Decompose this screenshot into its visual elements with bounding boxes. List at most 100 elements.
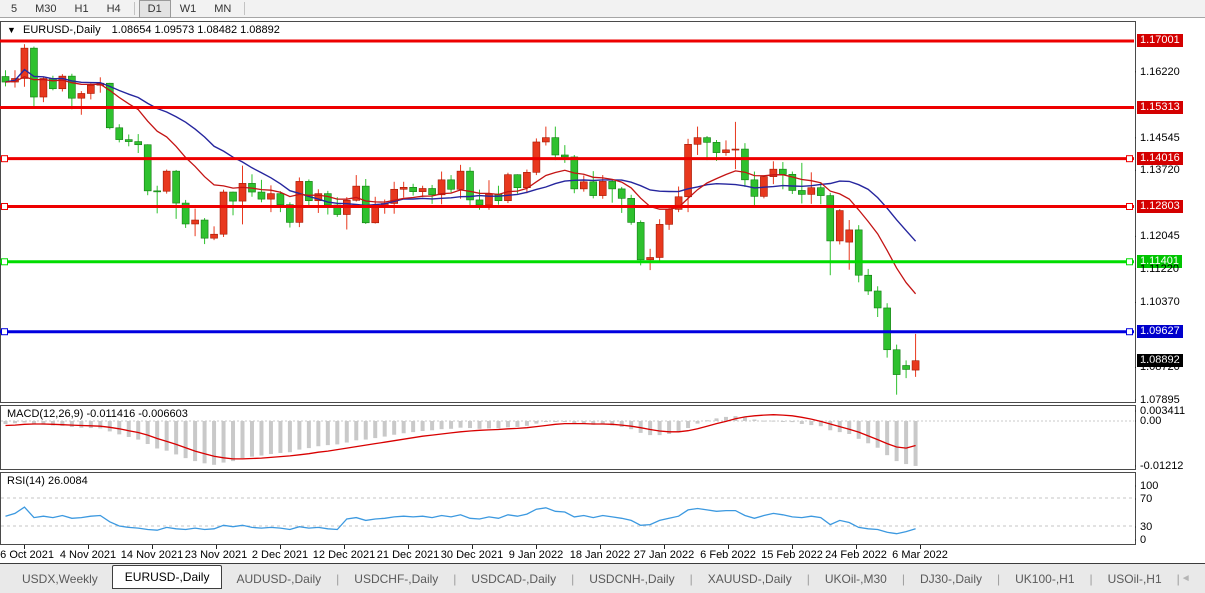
rsi-axis-label: 70 xyxy=(1140,493,1153,505)
rsi-label: RSI(14) xyxy=(7,475,45,487)
tab-scroll-arrows: ◄► xyxy=(1181,573,1205,584)
price-axis-label: 1.07895 xyxy=(1140,394,1180,406)
price-axis-label: 1.14545 xyxy=(1140,131,1180,144)
rsi-axis-label: 30 xyxy=(1140,521,1153,533)
tab-dj30-daily[interactable]: DJ30-,Daily xyxy=(919,571,982,586)
chart-title: ▼ EURUSD-,Daily 1.08654 1.09573 1.08482 … xyxy=(7,24,280,36)
tab-separator: | xyxy=(336,571,340,586)
tab-xauusd-daily[interactable]: XAUUSD-,Daily xyxy=(707,571,792,586)
tab-separator: | xyxy=(1089,571,1093,586)
tab-usdcnh-daily[interactable]: USDCNH-,Daily xyxy=(589,571,675,586)
timeframe-button-w1[interactable]: W1 xyxy=(179,2,197,15)
toolbar-separator xyxy=(133,2,135,15)
macd-title: MACD(12,26,9) -0.011416 -0.006603 xyxy=(7,408,188,420)
date-label: 23 Nov 2021 xyxy=(184,549,248,561)
timeframe-toolbar: 5 M30 H1 H4 D1 W1 MN xyxy=(0,0,1205,18)
date-tick xyxy=(664,545,665,549)
price-axis-label: 1.08720 xyxy=(1140,361,1180,374)
price-level-badge: 1.17001 xyxy=(1137,34,1183,47)
date-tick xyxy=(216,545,217,549)
date-label: 6 Feb 2022 xyxy=(700,549,756,561)
tab-usdx-weekly[interactable]: USDX,Weekly xyxy=(22,571,98,586)
rsi-title: RSI(14) 26.0084 xyxy=(7,475,88,487)
macd-panel[interactable]: MACD(12,26,9) -0.011416 -0.006603 xyxy=(0,405,1136,470)
date-label: 6 Mar 2022 xyxy=(892,549,948,561)
tab-usdcad-daily[interactable]: USDCAD-,Daily xyxy=(471,571,557,586)
tab-separator: | xyxy=(571,571,575,586)
rsi-axis-label: 0 xyxy=(1140,534,1147,546)
price-level-badge: 1.12803 xyxy=(1137,199,1183,213)
bid-price-badge: 1.08892 xyxy=(1137,353,1183,367)
timeframe-button-m30[interactable]: M30 xyxy=(35,2,57,15)
chart-tab-bar: USDX,Weekly EURUSD-,Daily AUDUSD-,Daily | US… xyxy=(0,563,1205,593)
date-label: 4 Nov 2021 xyxy=(59,549,117,561)
tab-separator: | xyxy=(901,571,905,586)
timeframe-button-h4[interactable]: H4 xyxy=(106,2,121,15)
tab-separator: | xyxy=(689,571,693,586)
price-chart-panel[interactable]: ▼ EURUSD-,Daily 1.08654 1.09573 1.08482 … xyxy=(0,21,1136,403)
price-level-badge: 1.15313 xyxy=(1137,100,1183,114)
macd-axis-label: 0.00 xyxy=(1140,415,1162,427)
tab-separator: | xyxy=(453,571,457,586)
date-label: 12 Dec 2021 xyxy=(312,549,376,561)
rsi-panel[interactable]: RSI(14) 26.0084 xyxy=(0,472,1136,545)
timeframe-button-h1[interactable]: H1 xyxy=(74,2,89,15)
date-tick xyxy=(728,545,729,549)
timeframe-button-5[interactable]: 5 xyxy=(11,2,18,15)
price-level-badge: 1.11401 xyxy=(1137,254,1182,268)
tab-usdchf-daily[interactable]: USDCHF-,Daily xyxy=(354,571,439,586)
macd-values: -0.011416 -0.006603 xyxy=(86,408,188,420)
date-axis[interactable]: 26 Oct 2021 4 Nov 2021 14 Nov 2021 23 Nov 2… xyxy=(0,545,1136,563)
tab-usoil-h1[interactable]: USOil-,H1 xyxy=(1107,571,1162,586)
tab-ukoil-m30[interactable]: UKOil-,M30 xyxy=(824,571,887,586)
date-tick xyxy=(344,545,345,549)
tab-audusd-daily[interactable]: AUDUSD-,Daily xyxy=(236,571,322,586)
rsi-axis-label: 100 xyxy=(1140,480,1159,492)
macd-axis-label: -0.01212 xyxy=(1140,460,1184,472)
date-label: 15 Feb 2022 xyxy=(761,549,823,561)
date-tick xyxy=(280,545,281,549)
date-tick xyxy=(536,545,537,549)
date-label: 26 Oct 2021 xyxy=(0,549,54,561)
timeframe-button-d1[interactable]: D1 xyxy=(138,0,171,18)
date-tick xyxy=(792,545,793,549)
date-label: 21 Dec 2021 xyxy=(376,549,440,561)
date-label: 27 Jan 2022 xyxy=(633,549,695,561)
tab-uk100-h1[interactable]: UK100-,H1 xyxy=(1015,571,1075,586)
toolbar-separator xyxy=(244,2,246,15)
date-label: 2 Dec 2021 xyxy=(251,549,309,561)
tab-eurusd-daily[interactable]: EURUSD-,Daily xyxy=(111,564,223,589)
date-tick xyxy=(856,545,857,549)
price-axis: 1.17001 1.15313 1.14016 1.12803 1.11401 1.096… xyxy=(1136,21,1205,562)
date-label: 24 Feb 2022 xyxy=(825,549,887,561)
price-axis-label: 1.13720 xyxy=(1140,164,1180,177)
date-tick xyxy=(600,545,601,549)
price-axis-label: 1.11220 xyxy=(1140,262,1179,275)
date-label: 14 Nov 2021 xyxy=(120,549,184,561)
date-label: 9 Jan 2022 xyxy=(508,549,564,561)
date-tick xyxy=(24,545,25,549)
chart-ohlc-values: 1.08654 1.09573 1.08482 1.08892 xyxy=(111,24,280,36)
price-level-badge: 1.14016 xyxy=(1137,151,1183,165)
rsi-value: 26.0084 xyxy=(47,475,88,487)
tab-separator: | xyxy=(997,571,1001,586)
tab-scroll-left-icon[interactable]: ◄ xyxy=(1180,573,1191,584)
date-tick xyxy=(88,545,89,549)
price-axis-label: 1.12045 xyxy=(1140,230,1180,243)
price-axis-label: 1.10370 xyxy=(1140,296,1180,309)
timeframe-button-mn[interactable]: MN xyxy=(214,2,232,15)
date-tick xyxy=(152,545,153,549)
macd-axis-label: 0.003411 xyxy=(1140,405,1186,417)
chart-dropdown-icon[interactable]: ▼ xyxy=(7,25,16,35)
price-level-badge: 1.09627 xyxy=(1137,324,1183,338)
tab-separator: | xyxy=(806,571,810,586)
chart-symbol-label: EURUSD-,Daily xyxy=(22,24,101,36)
price-axis-label: 1.16220 xyxy=(1140,65,1180,78)
date-tick xyxy=(408,545,409,549)
date-tick xyxy=(920,545,921,549)
date-tick xyxy=(472,545,473,549)
macd-label: MACD(12,26,9) xyxy=(7,408,84,420)
date-label: 18 Jan 2022 xyxy=(569,549,631,561)
tab-separator: | xyxy=(1176,571,1180,586)
